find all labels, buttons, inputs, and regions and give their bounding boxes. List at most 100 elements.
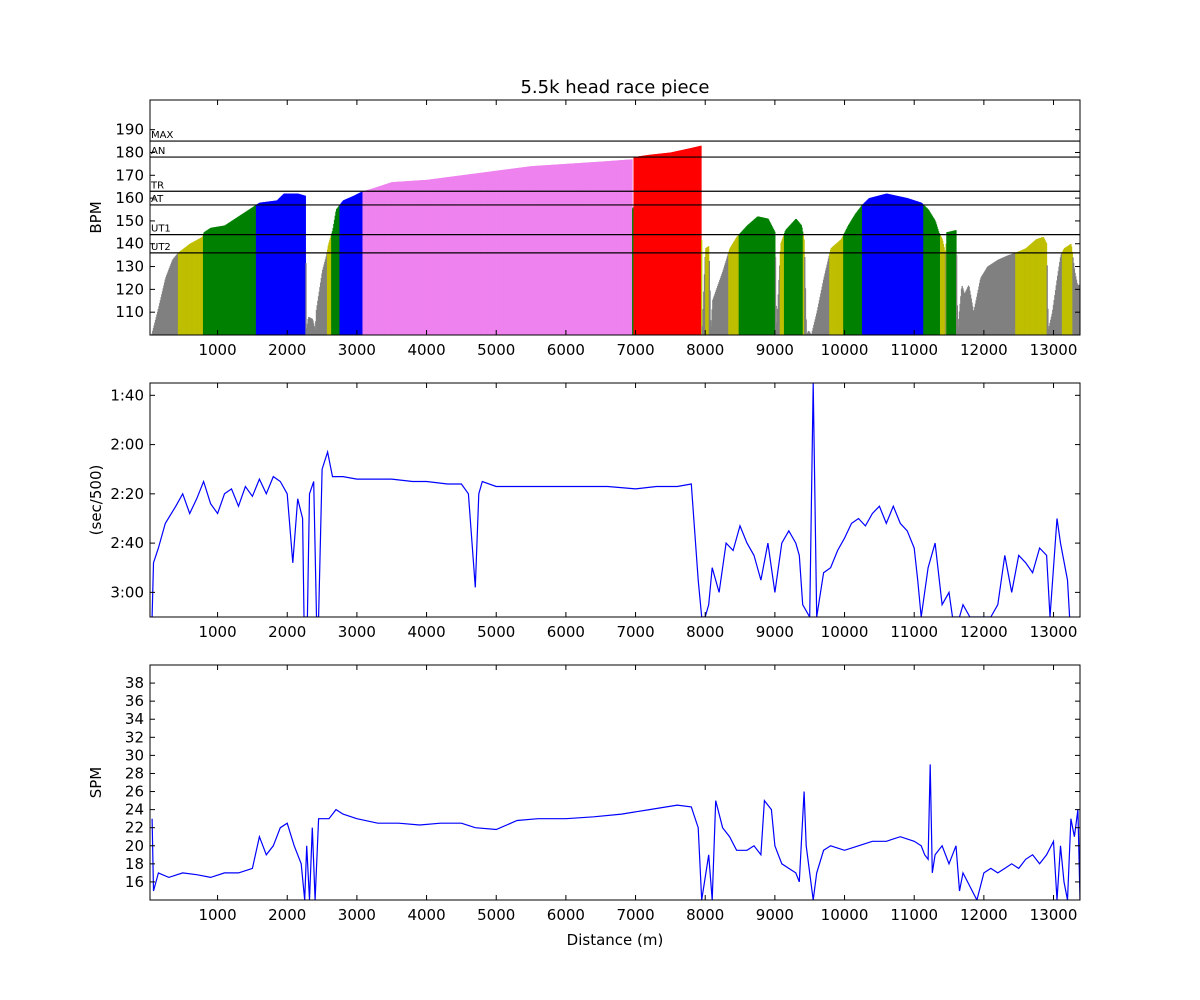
- stroke-rate-panel: 1000 2000 3000 4000 5000 6000 7000 8000 9000 1000…: [87, 664, 1081, 924]
- hr-bar-none: [319, 287, 321, 335]
- hr-bar-TR: [593, 162, 595, 335]
- hr-bar-UT2: [178, 252, 180, 335]
- hr-bar-TR: [513, 168, 515, 335]
- hr-bar-UT2: [733, 242, 735, 335]
- hr-bar-AT: [256, 204, 258, 335]
- hr-bar-none: [995, 261, 997, 335]
- x-tick-label: 8000: [686, 906, 724, 924]
- hr-bar-none: [1046, 265, 1048, 335]
- hr-bar-none: [167, 271, 169, 335]
- hr-area-group: [151, 145, 1080, 335]
- hr-bar-UT1: [787, 227, 789, 335]
- hr-bar-TR: [536, 165, 538, 335]
- hr-bar-none: [987, 266, 989, 335]
- hr-bar-AT: [287, 193, 290, 335]
- hr-bar-AT: [861, 204, 864, 335]
- hr-bar-UT2: [1041, 237, 1043, 335]
- hr-bar-TR: [511, 168, 513, 335]
- hr-bar-TR: [380, 185, 382, 335]
- hr-bar-AT: [906, 198, 908, 335]
- hr-bar-UT1: [849, 222, 851, 335]
- hr-bar-AT: [915, 200, 917, 335]
- hr-bar-none: [815, 313, 818, 335]
- hr-bar-AN: [698, 146, 700, 335]
- hr-bar-AT: [274, 200, 276, 335]
- hr-bar-UT1: [770, 223, 772, 335]
- hr-bar-none: [814, 319, 816, 335]
- hr-bar-UT1: [772, 228, 775, 335]
- hr-bar-UT1: [235, 217, 237, 335]
- hr-bar-UT1: [338, 205, 341, 335]
- hr-bar-TR: [563, 164, 565, 335]
- hr-bar-UT1: [801, 227, 803, 335]
- hr-bar-UT1: [796, 219, 798, 335]
- hr-bar-TR: [531, 166, 533, 335]
- hr-bar-TR: [416, 180, 418, 335]
- hr-bar-UT1: [766, 218, 768, 335]
- hr-bar-none: [726, 258, 728, 335]
- hr-bar-AT: [298, 193, 300, 335]
- hr-bar-TR: [434, 178, 436, 335]
- hr-bar-none: [806, 332, 809, 335]
- hr-bar-none: [975, 300, 977, 335]
- hr-bar-TR: [478, 173, 480, 335]
- hr-bar-none: [166, 275, 168, 335]
- hr-bar-none: [1057, 275, 1059, 335]
- hr-bar-TR: [367, 189, 369, 335]
- hr-bar-UT2: [731, 244, 733, 335]
- hr-bar-UT1: [212, 227, 214, 335]
- hr-bar-none: [984, 270, 986, 335]
- hr-bar-TR: [370, 188, 373, 335]
- hr-bar-TR: [593, 162, 596, 335]
- hr-bar-AT: [899, 196, 901, 335]
- hr-bar-none: [1059, 257, 1062, 335]
- hr-bar-UT1: [234, 218, 237, 335]
- x-tick-label: 4000: [407, 341, 445, 359]
- hr-bar-TR: [376, 187, 378, 335]
- hr-bar-none: [1073, 268, 1076, 335]
- hr-bar-AT: [898, 196, 901, 335]
- hr-bar-UT1: [756, 217, 758, 335]
- hr-bar-AN: [698, 146, 701, 335]
- hr-bar-TR: [385, 184, 387, 335]
- hr-bar-UT1: [765, 218, 767, 335]
- hr-bar-UT2: [1018, 251, 1020, 335]
- hr-bar-TR: [557, 164, 559, 335]
- hr-bar-UT2: [733, 240, 736, 335]
- hr-bar-TR: [465, 174, 467, 335]
- hr-bar-TR: [523, 167, 525, 335]
- hr-bar-UT1: [933, 219, 936, 335]
- hr-bar-UT1: [244, 212, 247, 335]
- hr-bar-TR: [403, 181, 405, 335]
- hr-bar-TR: [414, 180, 417, 335]
- hr-bar-TR: [485, 172, 487, 335]
- y-tick-label: 3:00: [110, 583, 144, 601]
- hr-bar-AN: [642, 155, 644, 335]
- hr-bar-TR: [565, 163, 567, 335]
- hr-bar-none: [958, 311, 961, 335]
- hr-bar-UT2: [841, 237, 844, 335]
- hr-bar-UT1: [338, 206, 340, 335]
- hr-bar-UT1: [207, 229, 209, 335]
- hr-bar-UT2: [1070, 243, 1072, 335]
- hr-bar-UT2: [179, 251, 181, 335]
- hr-bar-UT1: [218, 226, 220, 335]
- hr-bar-none: [724, 265, 726, 335]
- hr-bar-UT2: [837, 241, 839, 335]
- hr-bar-UT2: [200, 237, 202, 335]
- hr-bar-UT1: [336, 209, 338, 335]
- hr-bar-none: [956, 255, 958, 335]
- hr-bar-none: [820, 293, 822, 335]
- hr-bar-UT1: [246, 210, 249, 335]
- hr-bar-AT: [299, 194, 301, 335]
- hr-bar-UT2: [1037, 238, 1039, 335]
- hr-bar-UT1: [935, 222, 937, 335]
- hr-bar-UT2: [1019, 250, 1021, 335]
- hr-bar-TR: [549, 164, 551, 335]
- hr-bar-UT1: [246, 211, 248, 335]
- hr-bar-none: [779, 265, 781, 335]
- hr-bar-AT: [896, 195, 898, 335]
- hr-bar-AT: [864, 202, 866, 335]
- hr-bar-none: [719, 280, 721, 335]
- hr-bar-none: [1054, 290, 1057, 335]
